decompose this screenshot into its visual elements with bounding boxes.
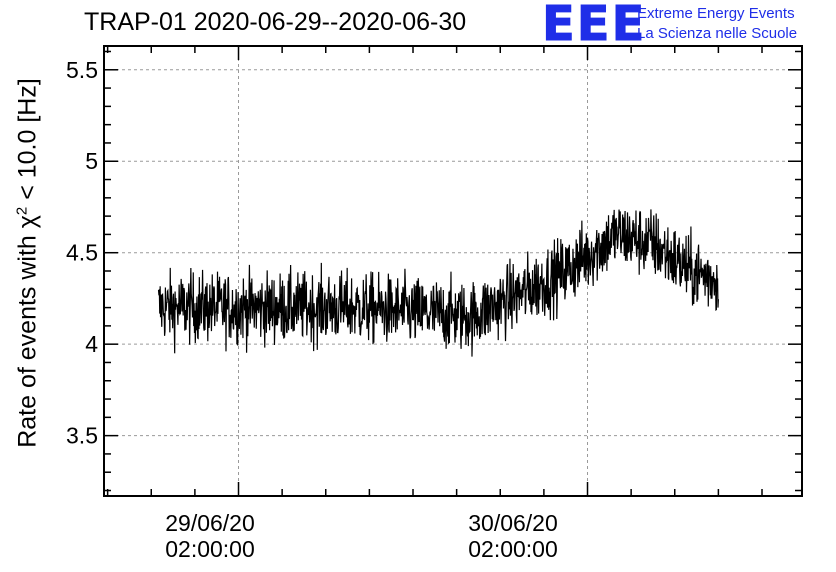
y-axis-label-chi: χ xyxy=(13,215,42,229)
y-axis-label-prefix: Rate of events with xyxy=(13,228,42,448)
logo-text: Extreme Energy Events La Scienza nelle S… xyxy=(637,4,797,44)
y-tick-label: 3.5 xyxy=(66,423,98,449)
y-axis-label-suffix: < 10.0 [Hz] xyxy=(13,78,42,207)
y-tick-label: 5.5 xyxy=(66,57,98,83)
y-tick-label: 5 xyxy=(85,148,98,174)
eee-logo: EEE xyxy=(541,0,647,52)
y-tick-label: 4.5 xyxy=(66,240,98,266)
x-tick-date: 29/06/20 xyxy=(165,510,255,536)
y-axis-label: Rate of events with χ2 < 10.0 [Hz] xyxy=(13,78,42,448)
y-axis-label-sup: 2 xyxy=(13,206,31,216)
rate-series-line xyxy=(157,209,719,357)
y-tick-label: 4 xyxy=(85,331,98,357)
x-tick-date: 30/06/20 xyxy=(468,510,558,536)
x-tick-time: 02:00:00 xyxy=(165,536,255,562)
x-tick-time: 02:00:00 xyxy=(468,536,558,562)
x-tick-label-2: 30/06/20 02:00:00 xyxy=(468,510,558,562)
chart-title: TRAP-01 2020-06-29--2020-06-30 xyxy=(84,8,467,36)
x-tick-label-1: 29/06/20 02:00:00 xyxy=(165,510,255,562)
logo-line-1: Extreme Energy Events xyxy=(637,5,795,22)
logo-line-2: La Scienza nelle Scuole xyxy=(637,25,798,42)
